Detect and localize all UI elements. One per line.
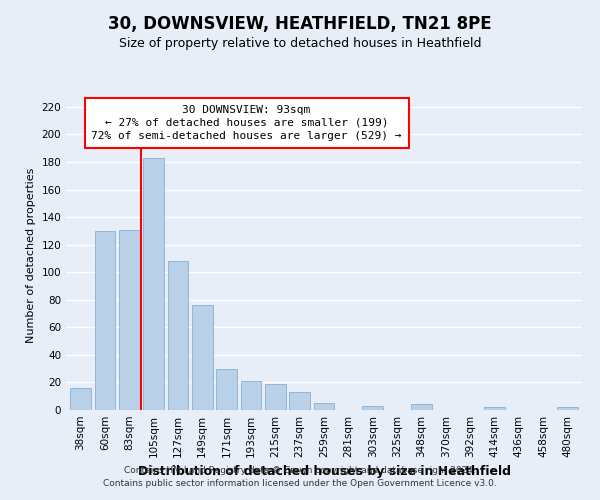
Bar	[314, 403, 334, 410]
Bar	[411, 404, 432, 410]
Bar	[143, 158, 164, 410]
Bar	[216, 368, 237, 410]
Text: 30 DOWNSVIEW: 93sqm
← 27% of detached houses are smaller (199)
72% of semi-detac: 30 DOWNSVIEW: 93sqm ← 27% of detached ho…	[91, 104, 402, 141]
Bar	[95, 231, 115, 410]
Text: Contains HM Land Registry data © Crown copyright and database right 2024.
Contai: Contains HM Land Registry data © Crown c…	[103, 466, 497, 487]
Bar	[70, 388, 91, 410]
Bar	[241, 381, 262, 410]
Bar	[265, 384, 286, 410]
Y-axis label: Number of detached properties: Number of detached properties	[26, 168, 36, 342]
Bar	[119, 230, 140, 410]
Bar	[557, 407, 578, 410]
Bar	[362, 406, 383, 410]
Text: 30, DOWNSVIEW, HEATHFIELD, TN21 8PE: 30, DOWNSVIEW, HEATHFIELD, TN21 8PE	[108, 15, 492, 33]
Bar	[289, 392, 310, 410]
Bar	[167, 261, 188, 410]
X-axis label: Distribution of detached houses by size in Heathfield: Distribution of detached houses by size …	[137, 466, 511, 478]
Bar	[484, 407, 505, 410]
Bar	[192, 306, 212, 410]
Text: Size of property relative to detached houses in Heathfield: Size of property relative to detached ho…	[119, 38, 481, 51]
